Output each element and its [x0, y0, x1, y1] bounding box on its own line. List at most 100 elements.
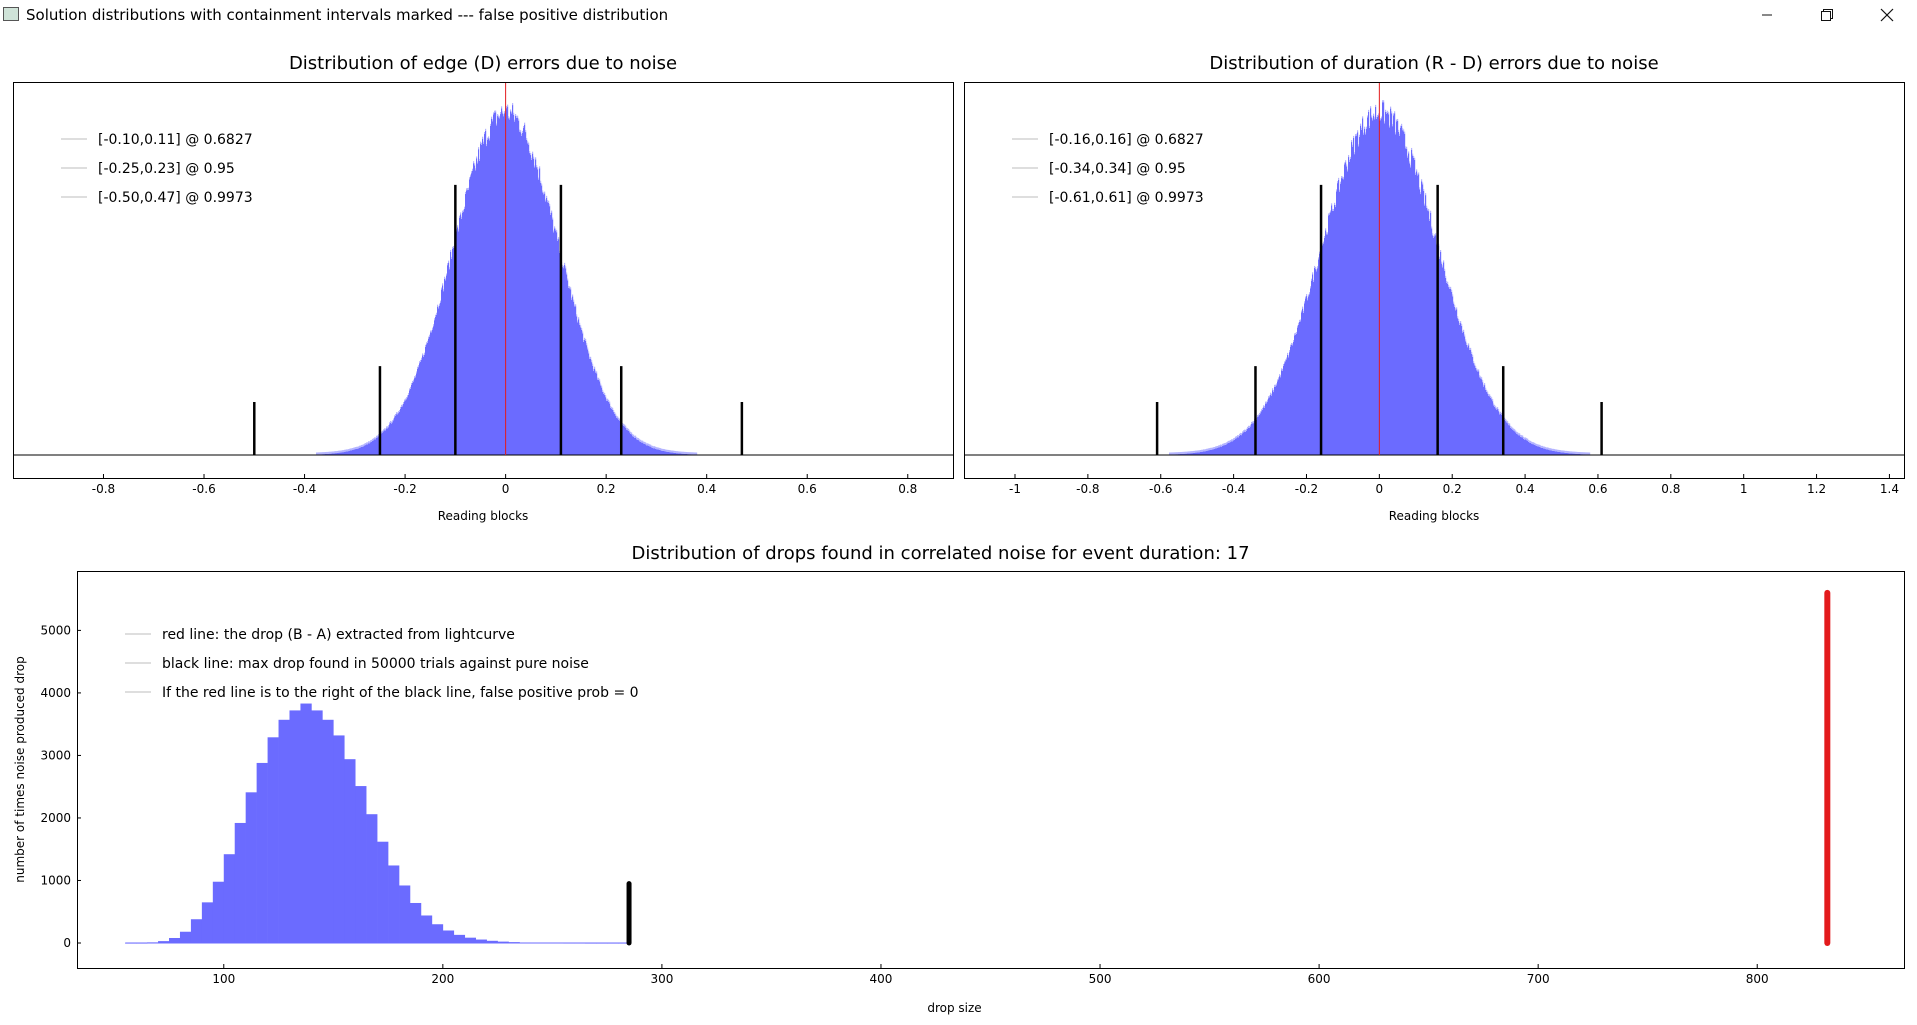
histogram-bar [1446, 282, 1448, 455]
histogram-bar-edge [359, 445, 361, 448]
app-icon [3, 7, 19, 21]
histogram-bar-edge [389, 422, 391, 425]
histogram-bar-edge [668, 449, 670, 452]
histogram-bar [341, 452, 343, 455]
histogram-bar [1290, 346, 1292, 455]
histogram-bar [1276, 385, 1278, 455]
histogram-bar-edge [483, 141, 485, 144]
histogram-bar-edge [1541, 445, 1543, 448]
histogram-bar-edge [338, 450, 340, 453]
histogram-bar [426, 344, 428, 455]
histogram-bar [1292, 345, 1294, 455]
histogram-bar-edge [1242, 431, 1244, 434]
histogram-bar-edge [1577, 451, 1579, 454]
histogram-bar [1573, 453, 1575, 455]
histogram-bar [566, 274, 568, 455]
histogram-bar [554, 228, 556, 455]
histogram-bar-edge [532, 151, 534, 154]
histogram-bar-edge [1275, 384, 1277, 387]
histogram-bar-edge [1584, 452, 1586, 455]
histogram-bar [190, 919, 203, 943]
histogram-bar-edge [349, 448, 351, 451]
histogram-bar [1365, 134, 1367, 455]
x-tick-label: 0.4 [1516, 482, 1535, 496]
histogram-bar [539, 168, 541, 455]
histogram-bar [1455, 310, 1457, 455]
histogram-bar-edge [372, 438, 374, 441]
histogram-bar [351, 450, 353, 455]
histogram-bar [1469, 349, 1471, 455]
histogram-bar [1535, 445, 1537, 455]
histogram-bar-edge [1549, 448, 1551, 451]
histogram-bar-edge [1280, 375, 1282, 378]
histogram-bar-edge [416, 371, 418, 374]
histogram-bar-edge [1532, 442, 1534, 445]
histogram-bar [392, 422, 394, 455]
histogram-bar [453, 934, 466, 943]
histogram-bar [355, 786, 367, 943]
histogram-bar [1401, 125, 1403, 455]
histogram-bar [397, 414, 399, 455]
histogram-bar-edge [1420, 192, 1422, 195]
histogram-bar [1184, 453, 1186, 455]
edge-panel-0: Distribution of edge (D) errors due to n… [13, 53, 954, 523]
histogram-bar [1511, 428, 1513, 455]
histogram-bar [1522, 437, 1524, 455]
histogram-bar [470, 176, 472, 456]
histogram-bar-edge [1262, 407, 1264, 410]
histogram-bar-edge [1578, 451, 1580, 454]
histogram-bar-edge [1410, 165, 1412, 168]
histogram-bar [1347, 171, 1349, 455]
histogram-bar [581, 329, 583, 455]
histogram-bar [415, 377, 417, 455]
restore-button[interactable] [1804, 0, 1850, 30]
histogram-bar-edge [1272, 388, 1274, 391]
histogram-bar [1372, 120, 1374, 456]
histogram-bar [458, 231, 460, 455]
histogram-bar [1512, 429, 1514, 455]
histogram-bar [586, 345, 588, 455]
histogram-bar-edge [1339, 189, 1341, 192]
histogram-bar-edge [502, 111, 504, 114]
histogram-bar [518, 120, 520, 455]
histogram-bar-edge [1178, 452, 1180, 455]
histogram-bar [420, 361, 422, 455]
histogram-bar-edge [1281, 368, 1283, 371]
histogram-bar [1264, 407, 1266, 455]
histogram-bar [588, 353, 590, 455]
histogram-bar-edge [1318, 257, 1320, 260]
histogram-bar-edge [1531, 441, 1533, 444]
histogram-bar-edge [387, 426, 389, 429]
histogram-bar [338, 452, 340, 455]
close-button[interactable] [1864, 0, 1910, 30]
histogram-bar [580, 327, 582, 455]
histogram-bar-edge [1227, 441, 1229, 444]
histogram-bar [1462, 332, 1464, 455]
histogram-bar [1426, 207, 1428, 455]
histogram-bar [1431, 228, 1433, 455]
histogram-bar-edge [1228, 440, 1230, 443]
minimize-button[interactable] [1744, 0, 1790, 30]
histogram-bar-edge [1462, 330, 1464, 333]
legend-entry: If the red line is to the right of the b… [162, 685, 639, 701]
histogram-bar-edge [679, 451, 681, 454]
histogram-bar [1195, 452, 1197, 455]
histogram-bar-edge [420, 359, 422, 362]
y-tick-label: 5000 [40, 623, 71, 637]
histogram-bar [1545, 449, 1547, 455]
histogram-bar [1314, 267, 1316, 455]
histogram-bar-edge [1514, 429, 1516, 432]
histogram-bar-edge [1333, 208, 1335, 211]
panel-title: Distribution of edge (D) errors due to n… [289, 53, 677, 74]
histogram-bar [364, 445, 366, 455]
histogram-bar [1227, 443, 1229, 455]
histogram-bar-edge [612, 407, 614, 410]
histogram-bar [544, 193, 546, 455]
histogram-bar-edge [1533, 442, 1535, 445]
histogram-bar-edge [1324, 235, 1326, 238]
histogram-bar-edge [1331, 203, 1333, 206]
histogram-bar [643, 443, 645, 455]
histogram-bar [1297, 327, 1299, 455]
histogram-bar [523, 128, 525, 456]
histogram-bar-edge [481, 142, 483, 145]
